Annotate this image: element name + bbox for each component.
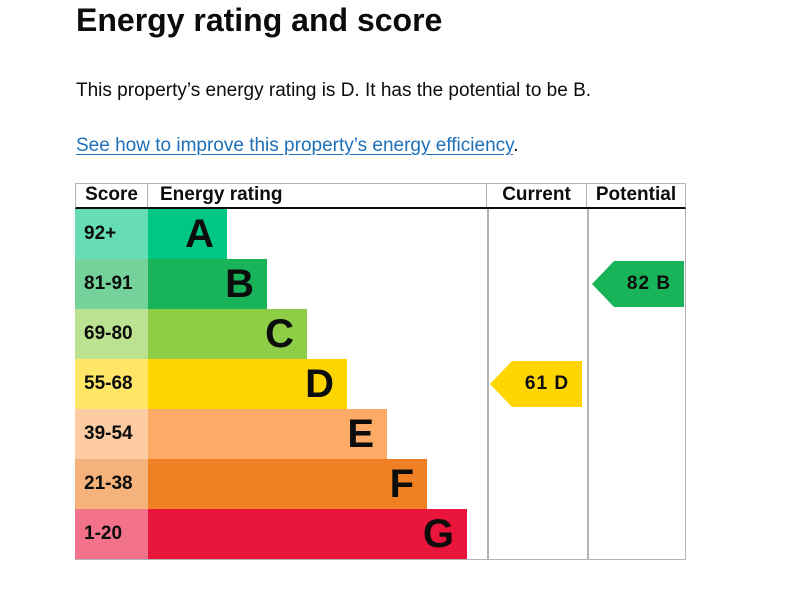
band-bar-g: G <box>148 509 467 559</box>
current-column-divider <box>487 209 489 559</box>
band-letter-b: B <box>225 261 254 306</box>
band-letter-f: F <box>389 461 414 506</box>
band-letter-c: C <box>265 311 294 356</box>
header-score: Score <box>76 184 148 207</box>
chart-body: 92+ A 81-91 B 69-80 C 55-68 D 39-54 E 21… <box>75 209 686 559</box>
header-current: Current <box>486 184 586 207</box>
header-rating: Energy rating <box>160 184 283 205</box>
header-potential: Potential <box>586 184 685 207</box>
score-range-d: 55-68 <box>75 359 148 409</box>
energy-rating-chart: Score Energy rating Current Potential 92… <box>75 183 686 560</box>
band-row-b: 81-91 B <box>75 259 686 309</box>
band-bar-a: A <box>148 209 227 259</box>
score-range-f: 21-38 <box>75 459 148 509</box>
potential-rating-arrow: 82 B <box>592 261 684 307</box>
link-suffix: . <box>513 135 519 156</box>
rating-summary-text: This property’s energy rating is D. It h… <box>76 80 592 101</box>
band-row-g: 1-20 G <box>75 509 686 559</box>
score-range-c: 69-80 <box>75 309 148 359</box>
score-range-e: 39-54 <box>75 409 148 459</box>
band-bar-f: F <box>148 459 427 509</box>
potential-rating-value: 82 B <box>626 273 672 294</box>
band-letter-g: G <box>422 511 454 556</box>
band-bar-d: D <box>148 359 347 409</box>
page-title: Energy rating and score <box>76 2 443 38</box>
band-letter-d: D <box>305 361 334 406</box>
score-range-g: 1-20 <box>75 509 148 559</box>
score-range-b: 81-91 <box>75 259 148 309</box>
band-row-a: 92+ A <box>75 209 686 259</box>
band-bar-c: C <box>148 309 307 359</box>
band-letter-e: E <box>347 411 374 456</box>
band-row-f: 21-38 F <box>75 459 686 509</box>
potential-column-divider <box>587 209 589 559</box>
band-bar-e: E <box>148 409 387 459</box>
band-row-c: 69-80 C <box>75 309 686 359</box>
improve-link-line: See how to improve this property’s energ… <box>76 133 519 158</box>
score-range-a: 92+ <box>75 209 148 259</box>
band-letter-a: A <box>185 211 214 256</box>
current-rating-arrow: 61 D <box>490 361 582 407</box>
chart-header-row: Score Energy rating Current Potential <box>75 183 686 209</box>
left-arrow-icon <box>490 361 582 407</box>
improve-efficiency-link[interactable]: See how to improve this property’s energ… <box>76 135 514 156</box>
table-right-border <box>685 209 686 559</box>
band-row-e: 39-54 E <box>75 409 686 459</box>
band-row-d: 55-68 D <box>75 359 686 409</box>
left-arrow-icon <box>592 261 684 307</box>
current-rating-value: 61 D <box>524 373 570 394</box>
band-bar-b: B <box>148 259 267 309</box>
